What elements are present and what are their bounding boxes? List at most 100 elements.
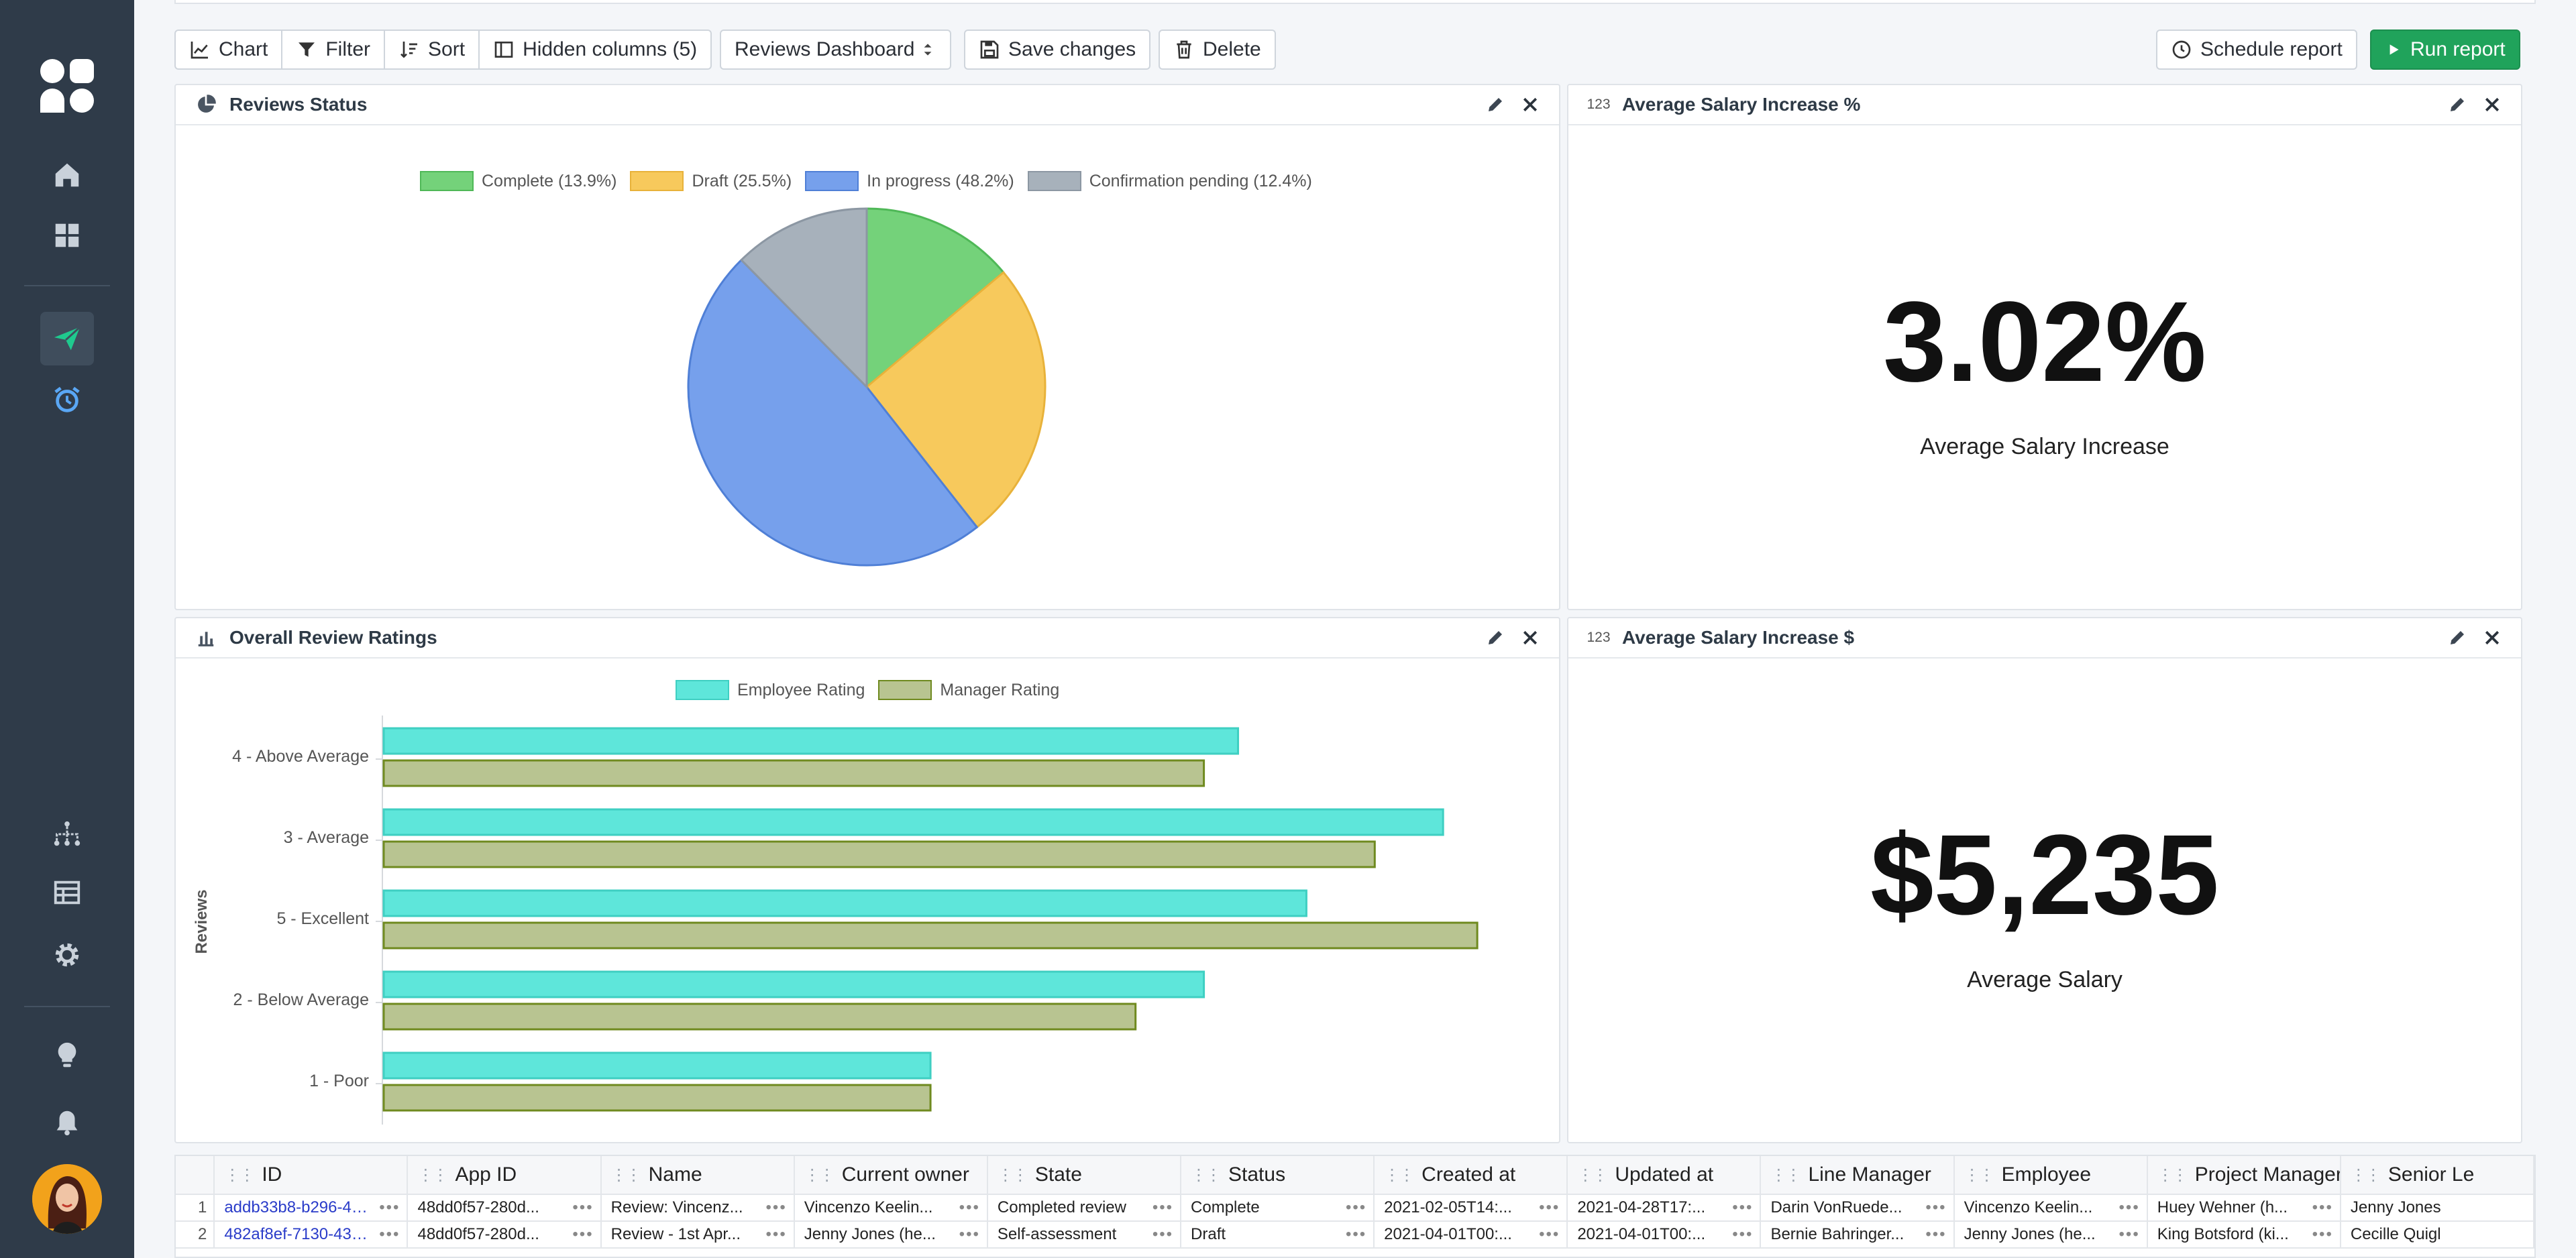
more-options-icon[interactable]: •••: [1152, 1198, 1174, 1216]
table-cell[interactable]: 2021-04-01T00:... •••: [1568, 1222, 1762, 1247]
bar-employee-rating[interactable]: [382, 1051, 932, 1080]
bar-employee-rating[interactable]: [382, 889, 1307, 917]
column-header[interactable]: ⋮⋮ Project Manager: [2148, 1156, 2341, 1194]
more-options-icon[interactable]: •••: [1732, 1225, 1754, 1243]
more-options-icon[interactable]: •••: [1345, 1225, 1367, 1243]
table-cell[interactable]: Review: Vincenz... •••: [602, 1195, 795, 1220]
table-row[interactable]: 1 addb33b8-b296-4e... ••• 48dd0f57-280d... •…: [176, 1195, 2534, 1222]
close-icon[interactable]: [1520, 628, 1540, 648]
run-report-button[interactable]: Run report: [2370, 30, 2520, 70]
legend-item[interactable]: Confirmation pending (12.4%): [1027, 171, 1312, 191]
legend-item[interactable]: Manager Rating: [878, 680, 1059, 700]
schedule-report-button[interactable]: Schedule report: [2156, 30, 2357, 70]
user-avatar[interactable]: [32, 1164, 102, 1234]
table-cell[interactable]: addb33b8-b296-4e... •••: [215, 1195, 409, 1220]
bar-manager-rating[interactable]: [382, 840, 1376, 868]
table-cell[interactable]: Jenny Jones (he... •••: [795, 1222, 988, 1247]
more-options-icon[interactable]: •••: [2312, 1198, 2333, 1216]
close-icon[interactable]: [1520, 95, 1540, 115]
sort-button[interactable]: Sort: [385, 31, 480, 68]
legend-item[interactable]: Draft (25.5%): [630, 171, 792, 191]
more-options-icon[interactable]: •••: [1925, 1225, 1947, 1243]
drag-handle-icon[interactable]: ⋮⋮: [1577, 1165, 1608, 1184]
column-header[interactable]: ⋮⋮ Line Manager: [1761, 1156, 1955, 1194]
settings-gear-icon[interactable]: [40, 928, 94, 982]
edit-pencil-icon[interactable]: [2447, 628, 2467, 648]
save-changes-button[interactable]: Save changes: [964, 30, 1151, 70]
column-header[interactable]: ⋮⋮ Employee: [1955, 1156, 2148, 1194]
table-cell[interactable]: Jenny Jones (he... •••: [1955, 1222, 2148, 1247]
table-cell[interactable]: 2021-04-28T17:... •••: [1568, 1195, 1762, 1220]
table-cell[interactable]: 2021-04-01T00:... •••: [1375, 1222, 1568, 1247]
bar-employee-rating[interactable]: [382, 808, 1444, 836]
alarm-clock-icon[interactable]: [40, 373, 94, 426]
record-id-link[interactable]: 482af8ef-7130-432...: [224, 1225, 372, 1243]
table-icon[interactable]: [40, 866, 94, 919]
more-options-icon[interactable]: •••: [765, 1198, 787, 1216]
table-cell[interactable]: Self-assessment •••: [988, 1222, 1182, 1247]
send-icon[interactable]: [40, 312, 94, 365]
more-options-icon[interactable]: •••: [572, 1225, 594, 1243]
close-icon[interactable]: [2482, 628, 2502, 648]
pie-slice-confirmation-pending[interactable]: [739, 207, 868, 390]
column-header[interactable]: ⋮⋮ Current owner: [795, 1156, 988, 1194]
column-header[interactable]: ⋮⋮ Updated at: [1568, 1156, 1762, 1194]
column-header[interactable]: ⋮⋮ ID: [215, 1156, 409, 1194]
legend-item[interactable]: Employee Rating: [676, 680, 865, 700]
hidden-columns-button[interactable]: Hidden columns (5): [480, 31, 710, 68]
table-cell[interactable]: 482af8ef-7130-432... •••: [215, 1222, 409, 1247]
more-options-icon[interactable]: •••: [1539, 1225, 1560, 1243]
table-cell[interactable]: Review - 1st Apr... •••: [602, 1222, 795, 1247]
bar-employee-rating[interactable]: [382, 970, 1205, 998]
drag-handle-icon[interactable]: ⋮⋮: [997, 1165, 1028, 1184]
drag-handle-icon[interactable]: ⋮⋮: [2157, 1165, 2188, 1184]
bar-employee-rating[interactable]: [382, 727, 1240, 755]
drag-handle-icon[interactable]: ⋮⋮: [610, 1165, 642, 1184]
more-options-icon[interactable]: •••: [1152, 1225, 1174, 1243]
edit-pencil-icon[interactable]: [1485, 628, 1505, 648]
bar-manager-rating[interactable]: [382, 921, 1479, 950]
drag-handle-icon[interactable]: ⋮⋮: [417, 1165, 448, 1184]
pie-slice-complete[interactable]: [865, 207, 1006, 390]
more-options-icon[interactable]: •••: [2118, 1225, 2140, 1243]
more-options-icon[interactable]: •••: [1345, 1198, 1367, 1216]
table-cell[interactable]: Vincenzo Keelin... •••: [1955, 1195, 2148, 1220]
more-options-icon[interactable]: •••: [2118, 1198, 2140, 1216]
more-options-icon[interactable]: •••: [1925, 1198, 1947, 1216]
table-row[interactable]: 2 482af8ef-7130-432... ••• 48dd0f57-280d...…: [176, 1222, 2534, 1249]
table-cell[interactable]: Bernie Bahringer... •••: [1761, 1222, 1955, 1247]
pie-slice-in-progress[interactable]: [687, 258, 979, 567]
more-options-icon[interactable]: •••: [572, 1198, 594, 1216]
more-options-icon[interactable]: •••: [379, 1198, 400, 1216]
more-options-icon[interactable]: •••: [1732, 1198, 1754, 1216]
column-header[interactable]: ⋮⋮ Status: [1181, 1156, 1375, 1194]
column-header[interactable]: ⋮⋮ Name: [602, 1156, 795, 1194]
more-options-icon[interactable]: •••: [959, 1198, 980, 1216]
edit-pencil-icon[interactable]: [2447, 95, 2467, 115]
home-icon[interactable]: [40, 148, 94, 202]
app-logo-icon[interactable]: [39, 58, 95, 114]
legend-item[interactable]: Complete (13.9%): [420, 171, 616, 191]
more-options-icon[interactable]: •••: [1539, 1198, 1560, 1216]
drag-handle-icon[interactable]: ⋮⋮: [224, 1165, 255, 1184]
drag-handle-icon[interactable]: ⋮⋮: [1191, 1165, 1222, 1184]
drag-handle-icon[interactable]: ⋮⋮: [1770, 1165, 1801, 1184]
column-header[interactable]: ⋮⋮ Senior Le: [2341, 1156, 2534, 1194]
legend-item[interactable]: In progress (48.2%): [805, 171, 1014, 191]
bar-manager-rating[interactable]: [382, 1084, 932, 1112]
column-header[interactable]: ⋮⋮ App ID: [408, 1156, 602, 1194]
org-chart-icon[interactable]: [40, 807, 94, 861]
drag-handle-icon[interactable]: ⋮⋮: [1384, 1165, 1415, 1184]
bar-manager-rating[interactable]: [382, 1003, 1137, 1031]
table-cell[interactable]: Cecille Quigl: [2341, 1222, 2534, 1247]
table-cell[interactable]: Huey Wehner (h... •••: [2148, 1195, 2341, 1220]
table-cell[interactable]: 2021-02-05T14:... •••: [1375, 1195, 1568, 1220]
drag-handle-icon[interactable]: ⋮⋮: [1964, 1165, 1995, 1184]
filter-button[interactable]: Filter: [282, 31, 386, 68]
dashboard-select[interactable]: Reviews Dashboard: [720, 30, 951, 70]
edit-pencil-icon[interactable]: [1485, 95, 1505, 115]
column-header[interactable]: ⋮⋮ Created at: [1375, 1156, 1568, 1194]
close-icon[interactable]: [2482, 95, 2502, 115]
table-cell[interactable]: Jenny Jones: [2341, 1195, 2534, 1220]
more-options-icon[interactable]: •••: [959, 1225, 980, 1243]
